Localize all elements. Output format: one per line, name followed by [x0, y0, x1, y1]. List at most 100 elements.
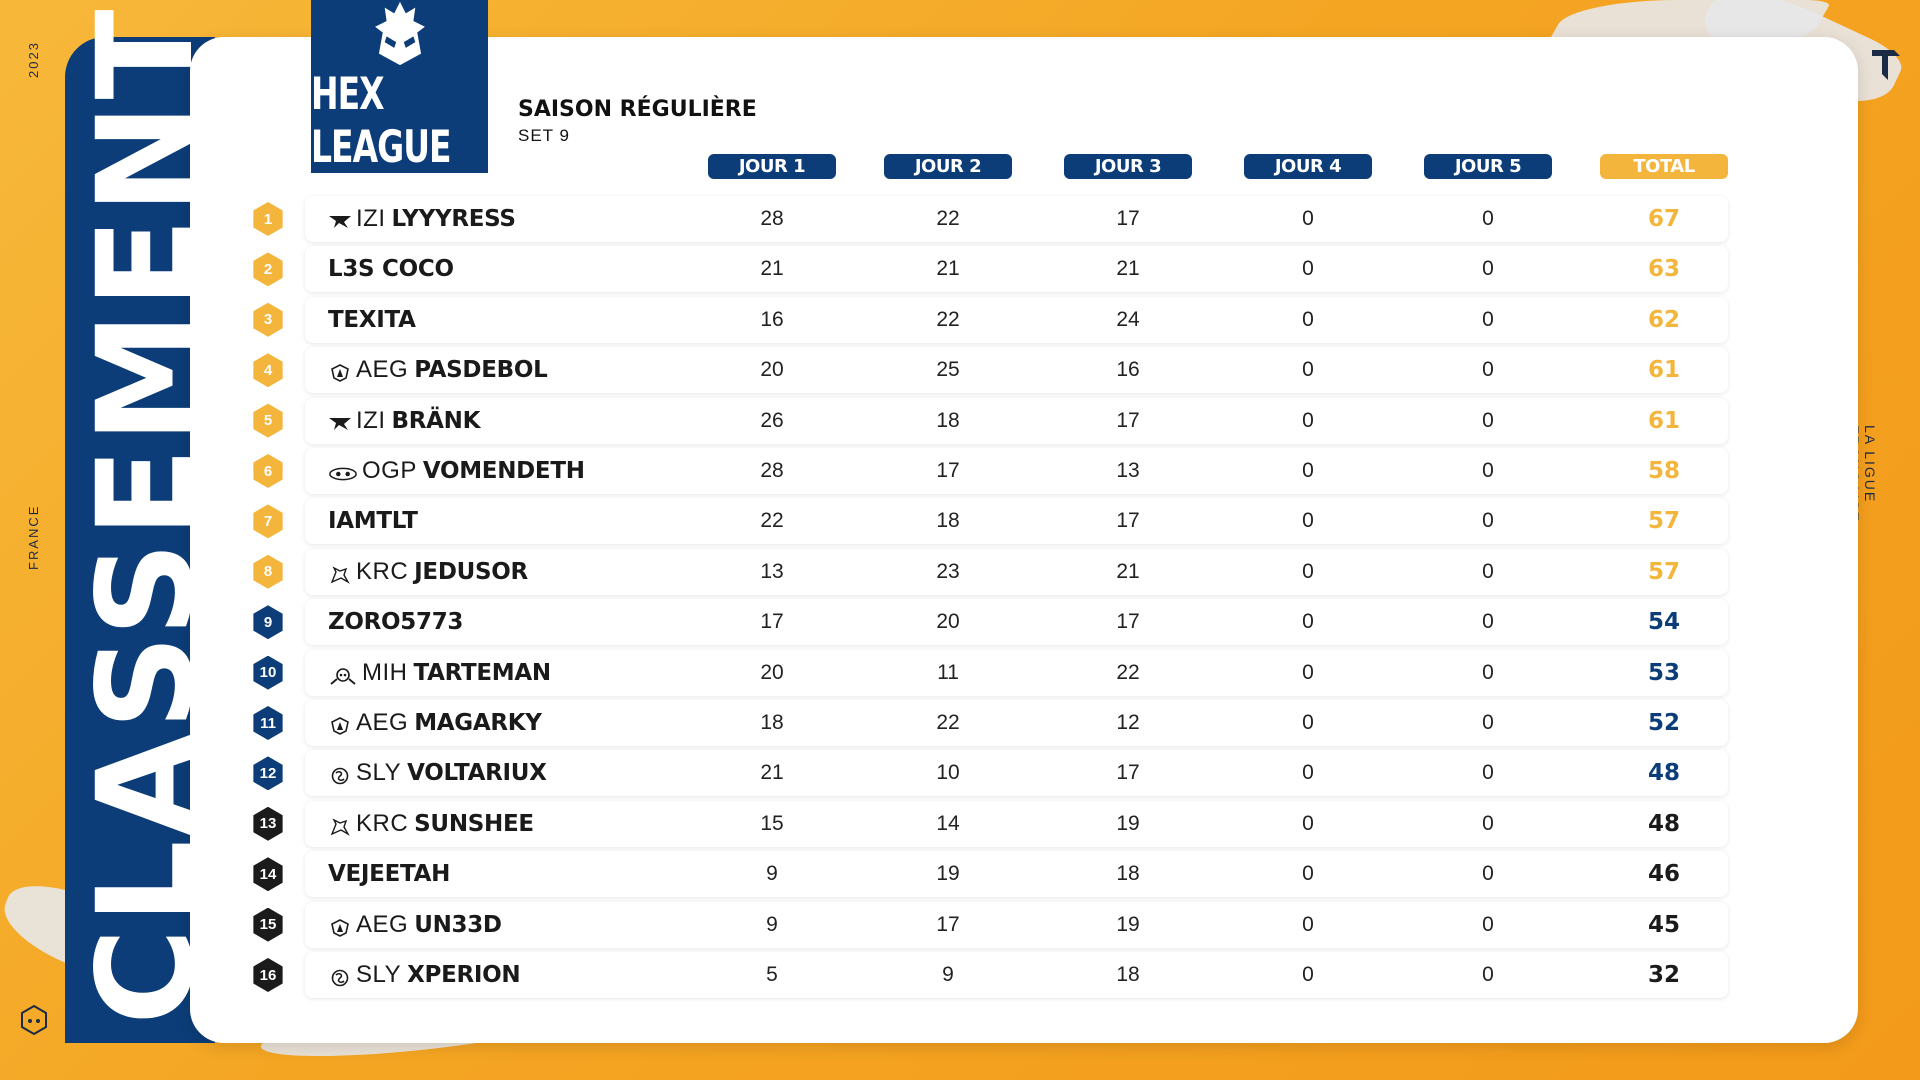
total-cell: 62 [1647, 306, 1680, 333]
score-cell: 17 [936, 912, 960, 936]
score-cell: 17 [1116, 761, 1140, 785]
score-cell: 9 [766, 912, 778, 936]
score-cell: 0 [1482, 811, 1494, 835]
score-cell: 0 [1302, 509, 1314, 533]
score-cell: 10 [936, 761, 960, 785]
score-cell: 22 [936, 207, 960, 230]
table-row [305, 599, 1728, 646]
score-cell: 0 [1302, 610, 1314, 634]
player-cell: IZI LYYYRESS [328, 196, 516, 242]
column-header-total: TOTAL [1600, 154, 1728, 179]
rank-badge: 13 [253, 806, 283, 841]
rank-badge: 16 [253, 958, 283, 992]
player-cell: L3S COCO [328, 246, 454, 292]
score-cell: 0 [1482, 559, 1494, 583]
score-cell: 13 [760, 559, 784, 583]
crown-mask-icon [374, 1, 425, 66]
score-cell: 26 [760, 408, 784, 432]
total-cell: 67 [1647, 206, 1680, 232]
score-cell: 19 [936, 862, 960, 886]
team-tag: AEG [356, 910, 409, 938]
player-cell: KRC JEDUSOR [328, 549, 528, 595]
score-cell: 0 [1302, 257, 1314, 281]
column-header-jour-4: JOUR 4 [1244, 154, 1372, 179]
player-name: VOMENDETH [422, 458, 585, 484]
ogp-icon [328, 462, 358, 481]
table-row [305, 448, 1728, 494]
score-cell: 9 [766, 862, 778, 886]
score-cell: 0 [1302, 559, 1314, 583]
player-cell: IAMTLT [328, 498, 418, 544]
table-row [305, 296, 1728, 343]
score-cell: 18 [1116, 862, 1140, 886]
table-row [305, 901, 1728, 948]
total-cell: 48 [1647, 810, 1680, 837]
player-name: SUNSHEE [414, 810, 534, 837]
total-cell: 61 [1647, 357, 1680, 384]
total-cell: 57 [1647, 508, 1680, 535]
team-tag: IZI [356, 406, 386, 434]
score-cell: 0 [1482, 459, 1494, 482]
score-cell: 0 [1302, 811, 1314, 835]
score-cell: 21 [760, 761, 784, 785]
player-name: JEDUSOR [414, 558, 528, 585]
score-cell: 0 [1482, 963, 1494, 986]
score-cell: 0 [1482, 257, 1494, 281]
player-name: TARTEMAN [413, 659, 552, 686]
player-name: BRÄNK [391, 407, 481, 434]
column-header-jour-2: JOUR 2 [884, 154, 1012, 179]
krc-icon [328, 563, 352, 584]
score-cell: 0 [1482, 660, 1494, 684]
score-cell: 15 [760, 811, 784, 835]
player-name: IAMTLT [328, 508, 418, 535]
score-cell: 20 [760, 358, 784, 382]
score-cell: 21 [1116, 559, 1140, 583]
izi-icon [328, 210, 352, 228]
total-cell: 53 [1647, 659, 1680, 686]
player-name: PASDEBOL [414, 357, 548, 384]
table-row [305, 952, 1728, 998]
total-cell: 58 [1647, 458, 1680, 484]
team-tag: AEG [356, 356, 409, 384]
total-cell: 57 [1647, 558, 1680, 585]
score-cell: 0 [1302, 963, 1314, 986]
score-cell: 0 [1482, 509, 1494, 533]
table-row [305, 548, 1728, 595]
total-cell: 46 [1647, 861, 1680, 888]
table-row [305, 750, 1728, 797]
score-cell: 19 [1116, 912, 1140, 936]
table-row [305, 246, 1728, 293]
score-cell: 0 [1302, 660, 1314, 684]
score-cell: 21 [760, 257, 784, 281]
score-cell: 17 [1116, 610, 1140, 634]
player-name: UN33D [414, 911, 502, 938]
column-header-jour-5: JOUR 5 [1424, 154, 1552, 179]
player-cell: IZI BRÄNK [328, 398, 480, 444]
score-cell: 0 [1302, 459, 1314, 482]
table-row [305, 196, 1728, 242]
mih-icon [328, 664, 358, 685]
score-cell: 18 [936, 408, 960, 432]
tft-logo-icon [1872, 50, 1900, 80]
score-cell: 22 [936, 711, 960, 734]
table-row [305, 347, 1728, 394]
player-name: XPERION [407, 962, 521, 988]
score-cell: 12 [1116, 711, 1140, 734]
izi-icon [328, 412, 352, 430]
team-tag: KRC [356, 809, 409, 837]
score-cell: 16 [1116, 358, 1140, 382]
sly-icon [328, 966, 352, 987]
score-cell: 23 [936, 559, 960, 583]
total-cell: 54 [1647, 609, 1680, 636]
player-name: TEXITA [328, 306, 416, 333]
score-cell: 17 [760, 610, 784, 634]
table-row [305, 700, 1728, 746]
total-cell: 63 [1647, 256, 1680, 283]
score-cell: 20 [936, 610, 960, 634]
score-cell: 0 [1482, 711, 1494, 734]
player-cell: OGP VOMENDETH [328, 448, 585, 494]
score-cell: 21 [1116, 257, 1140, 281]
score-cell: 21 [936, 257, 960, 281]
score-cell: 9 [942, 963, 954, 986]
player-cell: SLY VOLTARIUX [328, 750, 547, 796]
